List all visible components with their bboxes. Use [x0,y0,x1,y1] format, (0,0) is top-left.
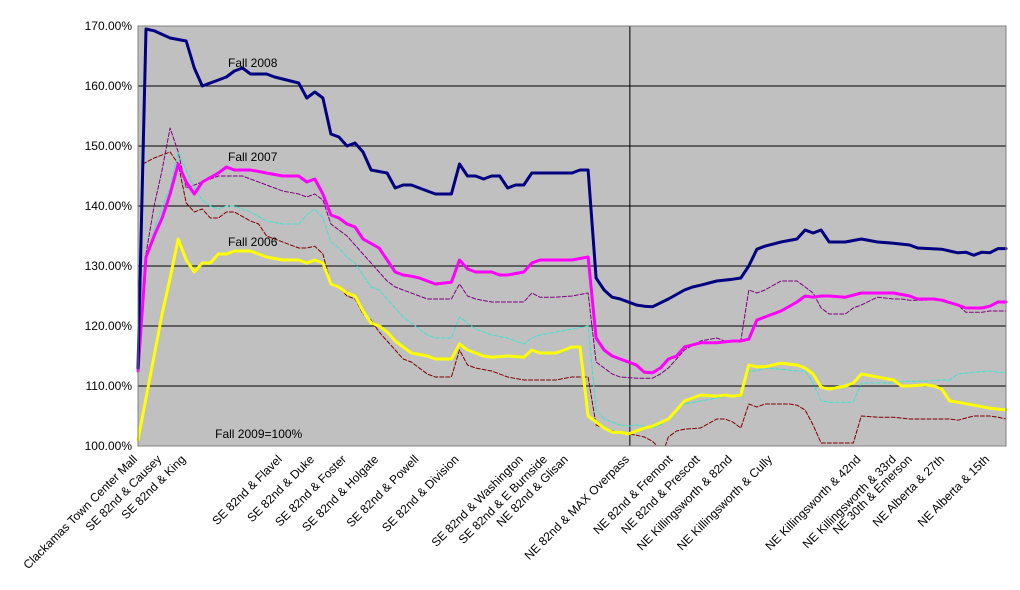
y-tick-label: 170.00% [85,19,133,33]
series-line [136,27,1008,370]
series-line [137,127,1007,379]
gridlines [138,85,1006,387]
series-line [137,151,1007,429]
y-tick-label: 120.00% [85,319,133,333]
annotation-label: Fall 2006 [228,235,278,249]
series-line [137,151,658,447]
series-annotations: Fall 2008 Fall 2007 Fall 2006 Fall 2009=100… [215,56,302,441]
y-tick-label: 150.00% [85,139,133,153]
series-line [136,162,1008,375]
y-tick-label: 130.00% [85,259,133,273]
y-tick-label: 140.00% [85,199,133,213]
plot-border [137,25,1007,447]
annotation-label: Fall 2007 [228,150,278,164]
series-lines [136,27,1008,447]
y-tick-label: 100.00% [85,439,133,453]
y-axis-tick-labels: 100.00% 110.00% 120.00% 130.00% 140.00% 150.0… [85,19,133,453]
annotation-label: Fall 2009=100% [215,427,302,441]
series-line [664,403,1007,447]
series-line [136,237,1008,442]
x-tick-label: SE 82nd & Powell [344,452,422,530]
y-tick-label: 160.00% [85,79,133,93]
y-tick-label: 110.00% [86,379,133,393]
annotation-label: Fall 2008 [228,56,278,70]
